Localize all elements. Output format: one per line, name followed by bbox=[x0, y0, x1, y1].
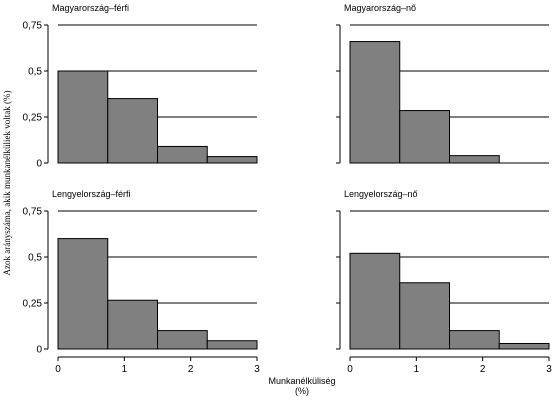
x-tick-label: 1 bbox=[122, 364, 128, 375]
y-tick-label: 0,5 bbox=[28, 67, 42, 78]
bar bbox=[107, 98, 158, 164]
panel-title: Magyarország–nő bbox=[344, 3, 416, 13]
y-tick-label: 0,25 bbox=[23, 299, 43, 310]
x-tick-label: 3 bbox=[546, 364, 552, 375]
y-tick-label: 0 bbox=[36, 345, 42, 356]
bar bbox=[498, 342, 550, 350]
bar bbox=[157, 145, 208, 164]
bar bbox=[449, 330, 500, 350]
bar bbox=[107, 299, 158, 350]
y-axis-label: Azok aránysz­áma, akik munkanélküliek vo… bbox=[2, 91, 12, 276]
panel-2: Magyarország–nő bbox=[336, 3, 549, 164]
bar bbox=[449, 155, 500, 164]
bar bbox=[349, 41, 401, 164]
y-tick-label: 0,75 bbox=[23, 21, 43, 32]
y-tick-label: 0,25 bbox=[23, 113, 43, 124]
bar bbox=[349, 252, 401, 350]
panel-4: Lengyelország–nő 0 1 2 3 bbox=[336, 189, 552, 375]
y-tick-label: 0,75 bbox=[23, 207, 43, 218]
x-tick-label: 2 bbox=[480, 364, 486, 375]
bar bbox=[206, 156, 258, 164]
bar bbox=[206, 340, 258, 350]
x-tick-label: 1 bbox=[414, 364, 420, 375]
y-tick-label: 0,5 bbox=[28, 253, 42, 264]
x-axis-label: Munkanélküliség bbox=[268, 376, 335, 386]
x-axis-unit: (%) bbox=[295, 386, 309, 396]
bar bbox=[157, 330, 208, 350]
bar bbox=[399, 110, 450, 164]
x-tick-label: 0 bbox=[347, 364, 353, 375]
bar bbox=[57, 238, 109, 350]
panel-title: Magyarország–férfi bbox=[52, 3, 129, 13]
x-tick-label: 2 bbox=[188, 364, 194, 375]
y-tick-label: 0 bbox=[36, 159, 42, 170]
x-tick-label: 3 bbox=[254, 364, 260, 375]
panel-title: Lengyelország–férfi bbox=[52, 189, 131, 199]
panel-1: Magyarország–férfi 0 0,25 0,5 0,75 bbox=[23, 3, 258, 170]
bar bbox=[57, 70, 109, 164]
panel-3: Lengyelország–férfi 0 0,25 0,5 0,75 0 1 2 3 bbox=[23, 189, 261, 375]
bar bbox=[399, 282, 450, 350]
panel-title: Lengyelország–nő bbox=[344, 189, 418, 199]
x-tick-label: 0 bbox=[55, 364, 61, 375]
